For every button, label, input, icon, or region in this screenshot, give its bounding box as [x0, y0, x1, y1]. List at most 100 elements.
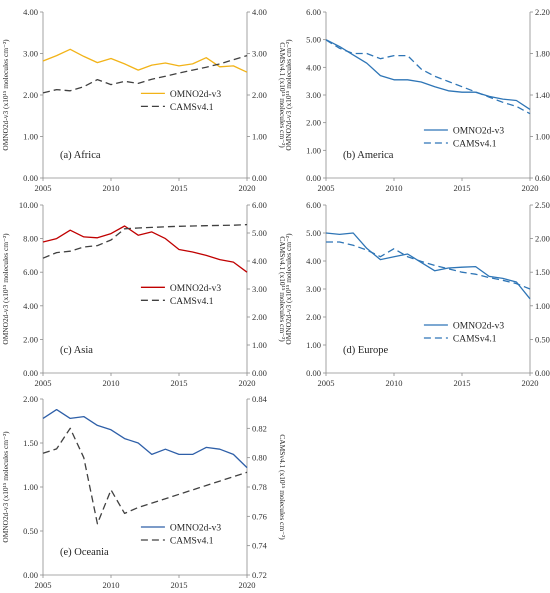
x-tick-label: 2020: [239, 378, 256, 388]
series-line-omno2d-v3: [42, 48, 248, 73]
y-right-tick-label: 0.80: [252, 453, 267, 463]
x-tick-label: 2010: [386, 378, 403, 388]
legend-label: OMNO2d-v3: [170, 90, 221, 100]
panel-1: 0.00 1.00 2.00 3.00 4.00 5.00 6.00 0.60 1.00 1.40…: [284, 7, 550, 193]
x-tick-label: 2005: [35, 580, 52, 590]
y-left-tick-label: 1.50: [23, 438, 38, 448]
y-right-tick-label: 0.00: [252, 368, 267, 378]
legend-label: OMNO2d-v3: [170, 284, 221, 294]
y-right-tick-label: 1.00: [252, 132, 267, 142]
y-left-axis-title: OMNO2d-v3 (x10¹⁵ molecules cm⁻²): [1, 39, 10, 151]
y-left-tick-label: 2.00: [23, 394, 38, 404]
x-tick-label: 2005: [35, 183, 52, 193]
x-tick-label: 2005: [318, 378, 335, 388]
panel-label: (d) Europe: [343, 345, 389, 356]
y-left-tick-label: 8.00: [23, 234, 38, 244]
x-tick-label: 2020: [522, 183, 539, 193]
y-left-tick-label: 0.00: [23, 570, 38, 580]
y-right-tick-label: 5.00: [252, 228, 267, 238]
y-left-tick-label: 2.00: [23, 334, 38, 344]
y-right-axis-title: CAMSv4.1 (x10¹⁵ molecules cm⁻²): [278, 42, 287, 148]
y-right-tick-label: 1.80: [535, 49, 550, 59]
y-right-tick-label: 0.78: [252, 482, 267, 492]
y-right-tick-label: 2.00: [535, 234, 550, 244]
x-tick-label: 2015: [454, 378, 471, 388]
y-left-tick-label: 4.00: [23, 301, 38, 311]
y-right-tick-label: 0.00: [252, 173, 267, 183]
x-tick-label: 2020: [239, 183, 256, 193]
x-tick-label: 2010: [103, 378, 120, 388]
series-line-camsv4-1: [42, 427, 248, 525]
panel-4: 0.00 0.50 1.00 1.50 2.00 0.72 0.74 0.76 0.78 0.80…: [1, 394, 287, 590]
x-tick-label: 2015: [454, 183, 471, 193]
x-tick-label: 2010: [103, 183, 120, 193]
y-left-tick-label: 3.00: [306, 90, 321, 100]
y-right-tick-label: 0.50: [535, 334, 550, 344]
panel-2: 0.00 2.00 4.00 6.00 8.00 10.00 0.00 1.00 2.00 3.0…: [1, 200, 287, 388]
y-right-tick-label: 0.74: [252, 541, 268, 551]
y-right-tick-label: 1.00: [535, 301, 550, 311]
y-right-tick-label: 0.82: [252, 423, 267, 433]
y-right-tick-label: 2.20: [535, 7, 550, 17]
legend-label: OMNO2d-v3: [453, 322, 504, 332]
x-tick-label: 2020: [239, 580, 256, 590]
series-line-omno2d-v3: [42, 408, 248, 469]
y-right-axis-title: CAMSv4.1 (x10¹⁵ molecules cm⁻²): [278, 236, 287, 342]
y-left-tick-label: 5.00: [306, 35, 321, 45]
y-left-tick-label: 0.00: [306, 368, 321, 378]
y-right-tick-label: 0.84: [252, 394, 268, 404]
y-right-tick-label: 0.76: [252, 511, 267, 521]
x-tick-label: 2015: [171, 378, 188, 388]
y-right-tick-label: 1.40: [535, 90, 550, 100]
legend-label: CAMSv4.1: [170, 297, 214, 307]
y-right-axis-title: CAMSv4.1 (x10¹⁵ molecules cm⁻²): [278, 434, 287, 540]
series-line-omno2d-v3: [325, 232, 531, 300]
y-left-axis-title: OMNO2d-v3 (x10¹⁵ molecules cm⁻²): [284, 39, 293, 151]
series-line-camsv4-1: [325, 39, 531, 115]
y-right-tick-label: 1.00: [535, 132, 550, 142]
series-line-camsv4-1: [42, 223, 248, 259]
panel-label: (b) America: [343, 150, 394, 161]
series-line-omno2d-v3: [325, 39, 531, 110]
y-left-tick-label: 5.00: [306, 228, 321, 238]
x-tick-label: 2010: [386, 183, 403, 193]
series-line-omno2d-v3: [42, 225, 248, 273]
x-tick-label: 2015: [171, 580, 188, 590]
y-left-tick-label: 6.00: [306, 7, 321, 17]
x-tick-label: 2005: [318, 183, 335, 193]
y-left-tick-label: 3.00: [306, 284, 321, 294]
y-right-tick-label: 2.00: [252, 90, 267, 100]
y-left-tick-label: 4.00: [306, 256, 321, 266]
y-left-axis-title: OMNO2d-v3 (x10¹⁵ molecules cm⁻²): [1, 431, 10, 543]
panel-label: (c) Asia: [60, 345, 93, 356]
y-right-tick-label: 2.50: [535, 200, 550, 210]
panel-3: 0.00 1.00 2.00 3.00 4.00 5.00 6.00 0.00 0.50 1.00…: [284, 200, 550, 388]
y-left-tick-label: 0.00: [23, 173, 38, 183]
y-right-tick-label: 0.00: [535, 368, 550, 378]
y-right-tick-label: 3.00: [252, 284, 267, 294]
panel-label: (e) Oceania: [60, 547, 109, 558]
legend-label: CAMSv4.1: [453, 335, 497, 345]
y-left-tick-label: 0.00: [306, 173, 321, 183]
y-left-tick-label: 3.00: [23, 49, 38, 59]
y-left-tick-label: 6.00: [306, 200, 321, 210]
y-right-tick-label: 4.00: [252, 256, 267, 266]
y-left-tick-label: 2.00: [306, 118, 321, 128]
y-right-tick-label: 1.00: [252, 340, 267, 350]
panel-label: (a) Africa: [60, 150, 101, 161]
y-left-tick-label: 1.00: [306, 145, 321, 155]
x-tick-label: 2020: [522, 378, 539, 388]
y-left-tick-label: 4.00: [23, 7, 38, 17]
x-tick-label: 2005: [35, 378, 52, 388]
y-left-axis-title: OMNO2d-v3 (x10¹⁵ molecules cm⁻²): [284, 233, 293, 345]
y-left-axis-title: OMNO2d-v3 (x10¹⁵ molecules cm⁻²): [1, 233, 10, 345]
y-right-tick-label: 6.00: [252, 200, 267, 210]
panel-0: 0.00 1.00 2.00 3.00 4.00 0.00 1.00 2.00 3.00 4.00…: [1, 7, 287, 193]
y-right-tick-label: 4.00: [252, 7, 267, 17]
y-right-tick-label: 1.50: [535, 267, 550, 277]
y-left-tick-label: 4.00: [306, 62, 321, 72]
legend-label: OMNO2d-v3: [453, 127, 504, 137]
y-left-tick-label: 2.00: [306, 312, 321, 322]
y-left-tick-label: 6.00: [23, 267, 38, 277]
